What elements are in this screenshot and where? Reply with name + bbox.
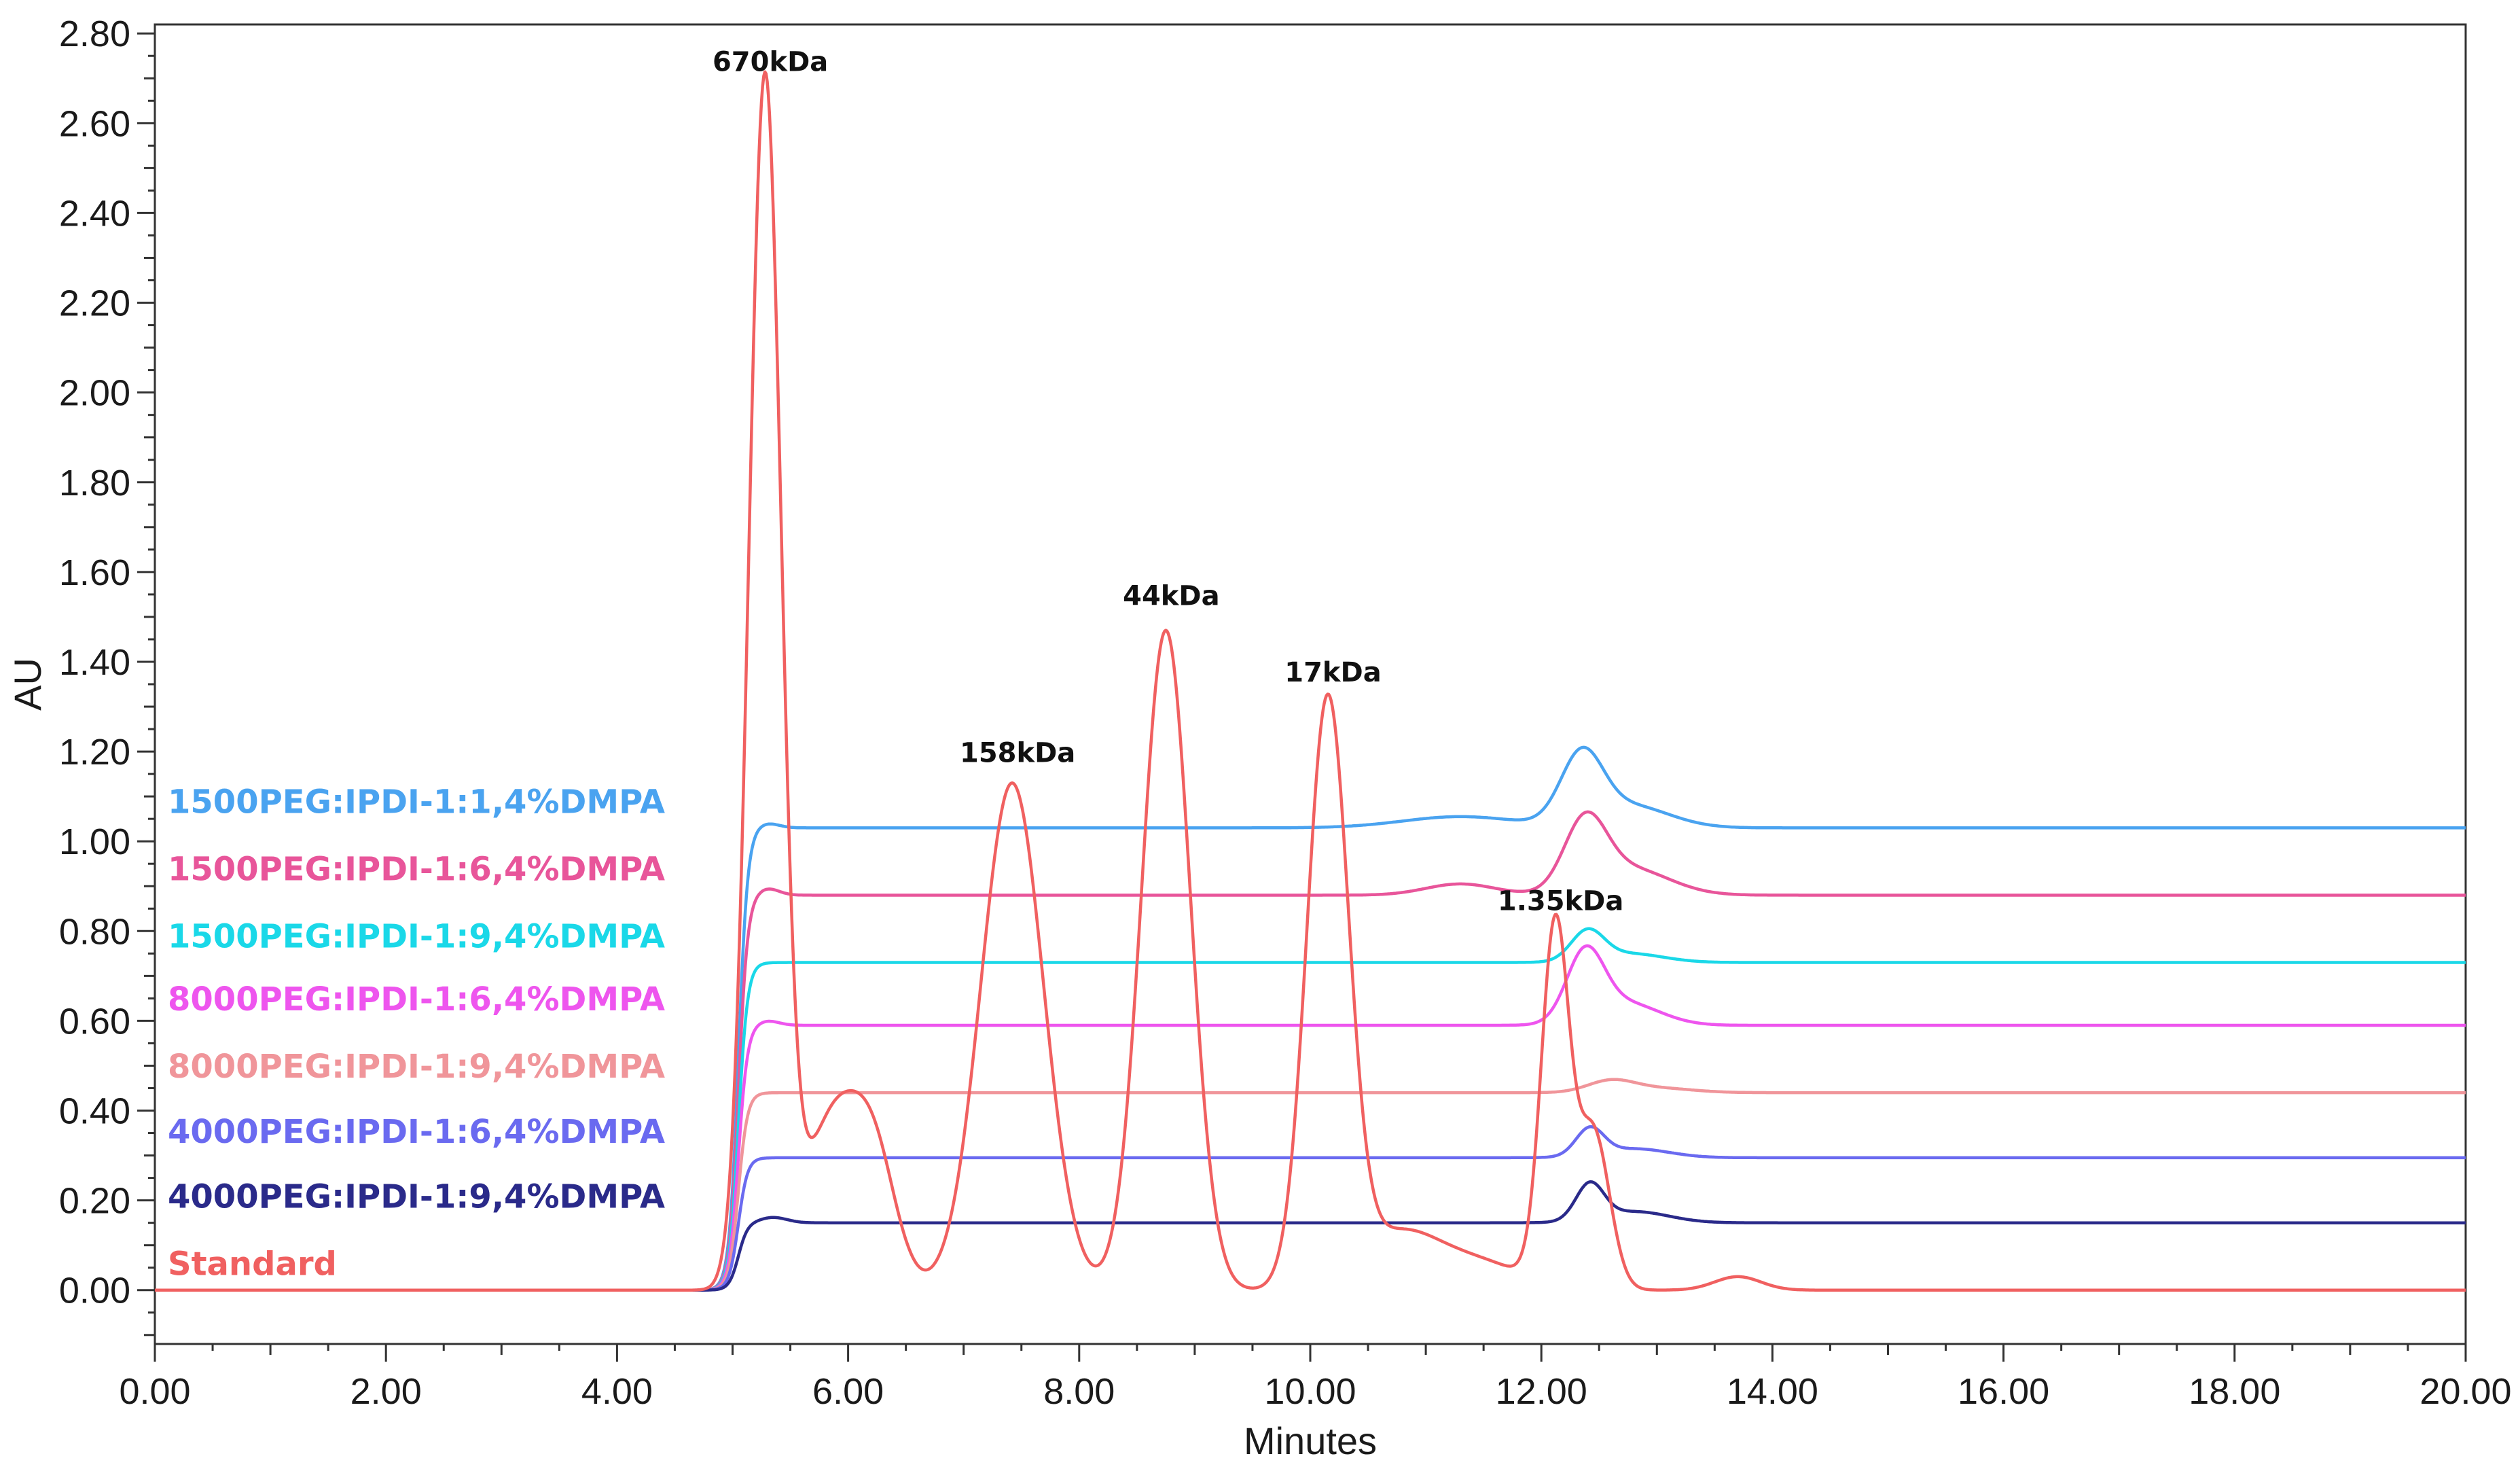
y-tick-label: 2.00: [59, 373, 130, 414]
y-tick-label: 0.40: [59, 1091, 130, 1132]
x-tick-label: 14.00: [1727, 1371, 1818, 1412]
y-axis-title: AU: [6, 658, 49, 711]
x-axis: 0.00 2.00 4.00 6.00 8.00 10.00 12.00 14.00 16.00…: [119, 1344, 2512, 1412]
legend-label: 4000PEG:IPDI-1:9,4%DMPA: [168, 1178, 665, 1216]
legend-label: 1500PEG:IPDI-1:9,4%DMPA: [168, 918, 665, 956]
x-axis-title: Minutes: [1244, 1419, 1377, 1462]
y-tick-label: 2.80: [59, 14, 130, 54]
y-tick-label: 1.40: [59, 642, 130, 683]
y-axis: 0.00 0.20 0.40 0.60 0.80 1.00 1.20 1.40 1.60 1.80…: [59, 14, 155, 1337]
x-tick-label: 4.00: [581, 1371, 653, 1412]
y-tick-label: 0.20: [59, 1181, 130, 1222]
series-line-standard: [154, 70, 2466, 1292]
x-tick-label: 12.00: [1496, 1371, 1587, 1412]
series-traces: [154, 70, 2466, 1292]
x-tick-label: 8.00: [1043, 1371, 1115, 1412]
x-tick-label: 16.00: [1958, 1371, 2049, 1412]
peak-annotation: 670kDa: [713, 46, 828, 77]
series-legend: 1500PEG:IPDI-1:1,4%DMPA 1500PEG:IPDI-1:6,…: [168, 783, 665, 1283]
peak-annotation: 44kDa: [1123, 581, 1219, 612]
y-tick-label: 1.80: [59, 463, 130, 503]
x-tick-label: 18.00: [2189, 1371, 2280, 1412]
legend-label: 1500PEG:IPDI-1:1,4%DMPA: [168, 783, 665, 821]
peak-annotation: 158kDa: [960, 738, 1075, 769]
y-tick-label: 0.60: [59, 1001, 130, 1042]
legend-label: 1500PEG:IPDI-1:6,4%DMPA: [168, 850, 665, 888]
x-tick-label: 2.00: [350, 1371, 422, 1412]
y-tick-label: 2.20: [59, 283, 130, 324]
y-tick-label: 2.60: [59, 103, 130, 144]
x-tick-label: 6.00: [812, 1371, 884, 1412]
y-tick-label: 1.00: [59, 821, 130, 862]
y-tick-label: 2.40: [59, 193, 130, 234]
y-tick-label: 0.80: [59, 911, 130, 952]
x-tick-label: 10.00: [1264, 1371, 1356, 1412]
legend-label: Standard: [168, 1245, 337, 1284]
peak-annotations: 670kDa 158kDa 44kDa 17kDa 1.35kDa: [713, 46, 1623, 917]
legend-label: 8000PEG:IPDI-1:9,4%DMPA: [168, 1048, 665, 1086]
y-tick-label: 1.20: [59, 732, 130, 773]
peak-annotation: 1.35kDa: [1498, 886, 1624, 917]
x-tick-label: 0.00: [119, 1371, 190, 1412]
x-tick-label: 20.00: [2419, 1371, 2511, 1412]
legend-label: 4000PEG:IPDI-1:6,4%DMPA: [168, 1113, 665, 1151]
peak-annotation: 17kDa: [1284, 657, 1381, 688]
y-tick-label: 1.60: [59, 552, 130, 593]
y-tick-label: 0.00: [59, 1271, 130, 1311]
legend-label: 8000PEG:IPDI-1:6,4%DMPA: [168, 980, 665, 1019]
